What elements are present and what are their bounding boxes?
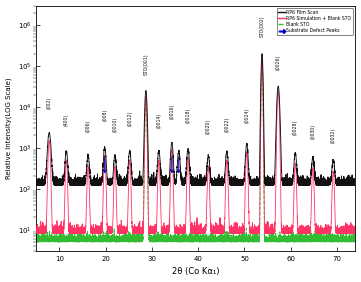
Text: (0018): (0018) [186, 108, 191, 123]
Text: (0026): (0026) [276, 55, 281, 70]
X-axis label: 2θ (Co Kα₁): 2θ (Co Kα₁) [172, 267, 219, 276]
Text: (0012): (0012) [127, 110, 132, 125]
Text: (0016): (0016) [169, 104, 174, 119]
Text: (0020): (0020) [206, 118, 211, 134]
Text: (006): (006) [86, 119, 91, 131]
Text: (0032): (0032) [331, 128, 336, 143]
Text: STO(001): STO(001) [143, 53, 148, 75]
Text: (002): (002) [47, 96, 52, 109]
Text: STO(002): STO(002) [260, 16, 265, 38]
Legend: RP6 Film Scan, RP6 Simulation + Blank STO, Blank STO, Substrate Defect Peaks: RP6 Film Scan, RP6 Simulation + Blank ST… [277, 8, 353, 35]
Text: (0010): (0010) [112, 116, 117, 131]
Text: (008): (008) [102, 109, 107, 121]
Text: (400): (400) [64, 113, 69, 125]
Text: (0030): (0030) [310, 124, 316, 140]
Text: (0024): (0024) [244, 108, 249, 123]
Text: (0028): (0028) [293, 120, 298, 135]
Text: (0014): (0014) [156, 113, 161, 128]
Text: (0022): (0022) [224, 116, 229, 131]
Y-axis label: Relative Intensity(LOG Scale): Relative Intensity(LOG Scale) [5, 78, 12, 179]
